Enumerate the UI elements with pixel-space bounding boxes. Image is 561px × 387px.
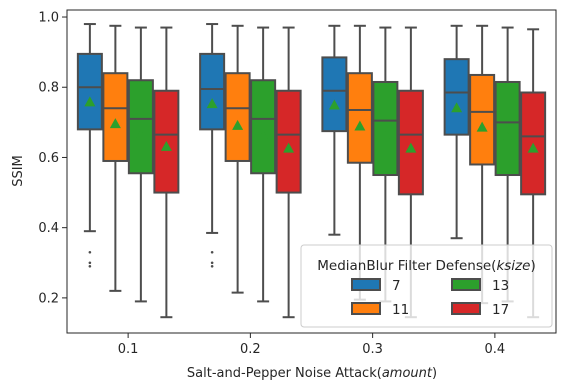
mean-marker: [283, 142, 295, 153]
mean-marker: [84, 96, 96, 107]
box-series-13-cat-0.2: [250, 26, 277, 303]
box-iqr: [346, 72, 373, 164]
x-axis: 0.1 0.2 0.3 0.4: [118, 333, 505, 357]
y-tick-label: 0.2: [38, 291, 59, 306]
box-iqr: [275, 89, 302, 194]
x-axis-label-text: Salt-and-Pepper Noise Attack(: [187, 366, 382, 381]
x-tick-label: 0.1: [118, 342, 139, 357]
box-iqr: [443, 58, 470, 136]
legend-label: 13: [492, 278, 509, 294]
mean-marker: [206, 98, 218, 109]
legend-entries: 7 11 13 17: [351, 278, 509, 318]
legend-entry-11: 11: [351, 302, 409, 318]
box-iqr: [494, 80, 521, 177]
legend-entry-17: 17: [451, 302, 509, 318]
mean-marker: [476, 121, 488, 132]
box-series-7-cat-0.4: [443, 24, 470, 240]
mean-marker: [405, 142, 417, 153]
x-tick-label: 0.4: [485, 342, 506, 357]
flier-point: [210, 261, 214, 265]
x-axis-label: Salt-and-Pepper Noise Attack(amount): [187, 366, 437, 381]
mean-marker: [502, 132, 514, 143]
legend-title-italic: ksize: [496, 258, 530, 274]
box-iqr: [224, 72, 251, 162]
legend-swatch: [351, 302, 381, 315]
legend-title-suffix: ): [530, 258, 535, 274]
legend-entry-7: 7: [351, 278, 401, 294]
legend-title: MedianBlur Filter Defense(ksize): [317, 258, 535, 274]
box-iqr: [199, 52, 226, 131]
box-series-13-cat-0.4: [494, 26, 521, 303]
mean-marker: [527, 142, 539, 153]
mean-marker: [451, 102, 463, 113]
box-series-7-cat-0.2: [199, 23, 226, 268]
mean-marker: [328, 99, 340, 110]
mean-marker: [109, 118, 121, 129]
legend-swatch: [451, 278, 481, 291]
box-iqr: [250, 79, 277, 175]
y-axis-label: SSIM: [11, 155, 26, 187]
box-series-11-cat-0.2: [224, 24, 251, 294]
mean-marker: [232, 119, 244, 130]
box-series-17-cat-0.1: [153, 26, 180, 319]
y-axis: 0.2 0.4 0.6 0.8 1.0: [38, 11, 67, 306]
box-series-7-cat-0.1: [76, 23, 103, 268]
box-series-13-cat-0.1: [127, 26, 154, 303]
mean-marker: [257, 130, 269, 141]
box-iqr: [372, 80, 399, 177]
box-series-11-cat-0.3: [346, 24, 373, 301]
x-tick-label: 0.2: [240, 342, 261, 357]
x-tick-label: 0.3: [362, 342, 383, 357]
flier-point: [88, 250, 92, 254]
mean-marker: [160, 140, 172, 151]
flier-point: [88, 264, 92, 268]
flier-point: [88, 261, 92, 265]
axes-frame: [66, 9, 557, 334]
y-tick-label: 1.0: [38, 11, 59, 26]
box-iqr: [321, 56, 348, 133]
legend-label: 11: [392, 302, 409, 318]
legend-label: 7: [392, 278, 401, 294]
legend-label: 17: [492, 302, 509, 318]
box-series-11-cat-0.1: [102, 24, 129, 292]
box-series-11-cat-0.4: [469, 24, 496, 305]
y-tick-label: 0.6: [38, 151, 59, 166]
mean-marker: [379, 131, 391, 142]
box-iqr: [127, 79, 154, 175]
x-axis-label-suffix: ): [432, 366, 437, 381]
flier-point: [210, 264, 214, 268]
legend-title-text: MedianBlur Filter Defense(: [317, 258, 496, 274]
legend-entry-13: 13: [451, 278, 509, 294]
plot-area: [76, 23, 547, 319]
box-iqr: [469, 73, 496, 166]
box-iqr: [76, 52, 103, 131]
box-series-7-cat-0.3: [321, 24, 348, 236]
legend: MedianBlur Filter Defense(ksize) 7 11 13 17: [300, 244, 553, 328]
mean-marker: [354, 120, 366, 131]
box-iqr: [102, 72, 129, 162]
y-tick-label: 0.4: [38, 221, 59, 236]
x-axis-label-italic: amount: [382, 366, 433, 381]
mean-marker: [135, 129, 147, 140]
legend-swatch: [351, 278, 381, 291]
legend-swatch: [451, 302, 481, 315]
flier-point: [210, 250, 214, 254]
y-tick-label: 0.8: [38, 81, 59, 96]
box-series-17-cat-0.2: [275, 26, 302, 319]
box-iqr: [397, 89, 424, 196]
